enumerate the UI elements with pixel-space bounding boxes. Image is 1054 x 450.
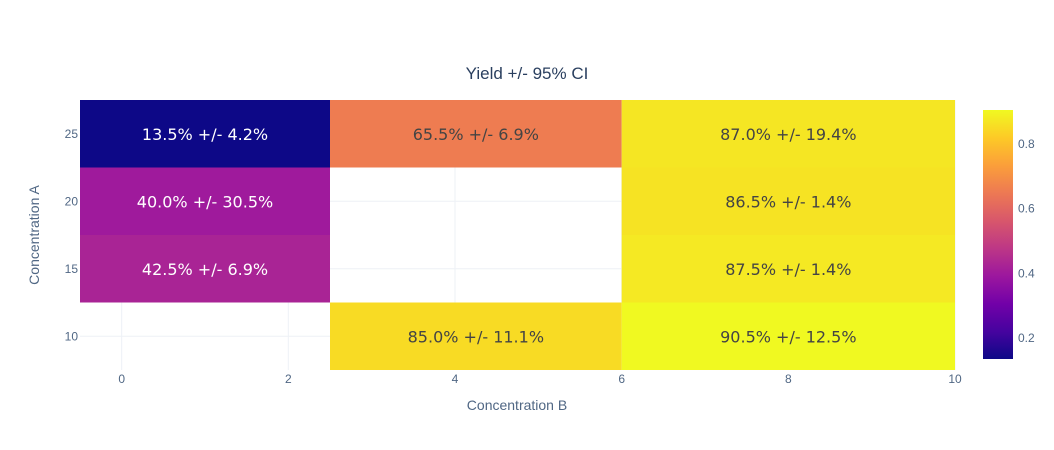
- x-tick-label: 4: [452, 372, 459, 386]
- cell-label: 90.5% +/- 12.5%: [720, 327, 856, 346]
- x-tick-label: 0: [118, 372, 125, 386]
- x-axis-title: Concentration B: [467, 397, 567, 413]
- y-tick-label: 10: [65, 329, 79, 343]
- y-tick-label: 15: [65, 262, 79, 276]
- y-axis-ticks: 10 15 20 25: [65, 127, 79, 344]
- heatmap-cell: [621, 302, 955, 370]
- colorbar-ticks: 0.2 0.4 0.6 0.8: [1018, 137, 1035, 345]
- colorbar-tick-label: 0.2: [1018, 331, 1035, 345]
- x-axis-ticks: 0 2 4 6 8 10: [118, 372, 962, 386]
- colorbar-tick-label: 0.6: [1018, 202, 1035, 216]
- heatmap-cell: [80, 100, 330, 168]
- cell-label: 86.5% +/- 1.4%: [725, 192, 851, 211]
- cell-labels: 13.5% +/- 4.2% 65.5% +/- 6.9% 87.0% +/- 19…: [137, 125, 857, 347]
- heatmap-cell: [80, 167, 330, 235]
- colorbar-tick-label: 0.4: [1018, 266, 1035, 280]
- cell-label: 40.0% +/- 30.5%: [137, 192, 273, 211]
- y-axis-title: Concentration A: [26, 185, 42, 285]
- colorbar-gradient: [983, 110, 1013, 359]
- heatmap-cell: [330, 302, 622, 370]
- x-tick-label: 6: [618, 372, 625, 386]
- heatmap-cell: [621, 100, 955, 168]
- colorbar: 0.2 0.4 0.6 0.8: [983, 110, 1035, 359]
- cell-label: 87.0% +/- 19.4%: [720, 125, 856, 144]
- y-tick-label: 20: [65, 194, 79, 208]
- cell-label: 85.0% +/- 11.1%: [408, 327, 544, 346]
- colorbar-tick-label: 0.8: [1018, 137, 1035, 151]
- x-tick-label: 10: [948, 372, 962, 386]
- heatmap-cell: [621, 235, 955, 303]
- heatmap-cell: [80, 235, 330, 303]
- cell-label: 65.5% +/- 6.9%: [413, 125, 539, 144]
- heatmap-cell: [330, 100, 622, 168]
- y-tick-label: 25: [65, 127, 79, 141]
- chart-title: Yield +/- 95% CI: [466, 64, 589, 83]
- cell-label: 87.5% +/- 1.4%: [725, 260, 851, 279]
- cell-label: 42.5% +/- 6.9%: [142, 260, 268, 279]
- x-tick-label: 8: [785, 372, 792, 386]
- heatmap-cell: [621, 167, 955, 235]
- heatmap-cells: [80, 100, 955, 370]
- x-tick-label: 2: [285, 372, 292, 386]
- cell-label: 13.5% +/- 4.2%: [142, 125, 268, 144]
